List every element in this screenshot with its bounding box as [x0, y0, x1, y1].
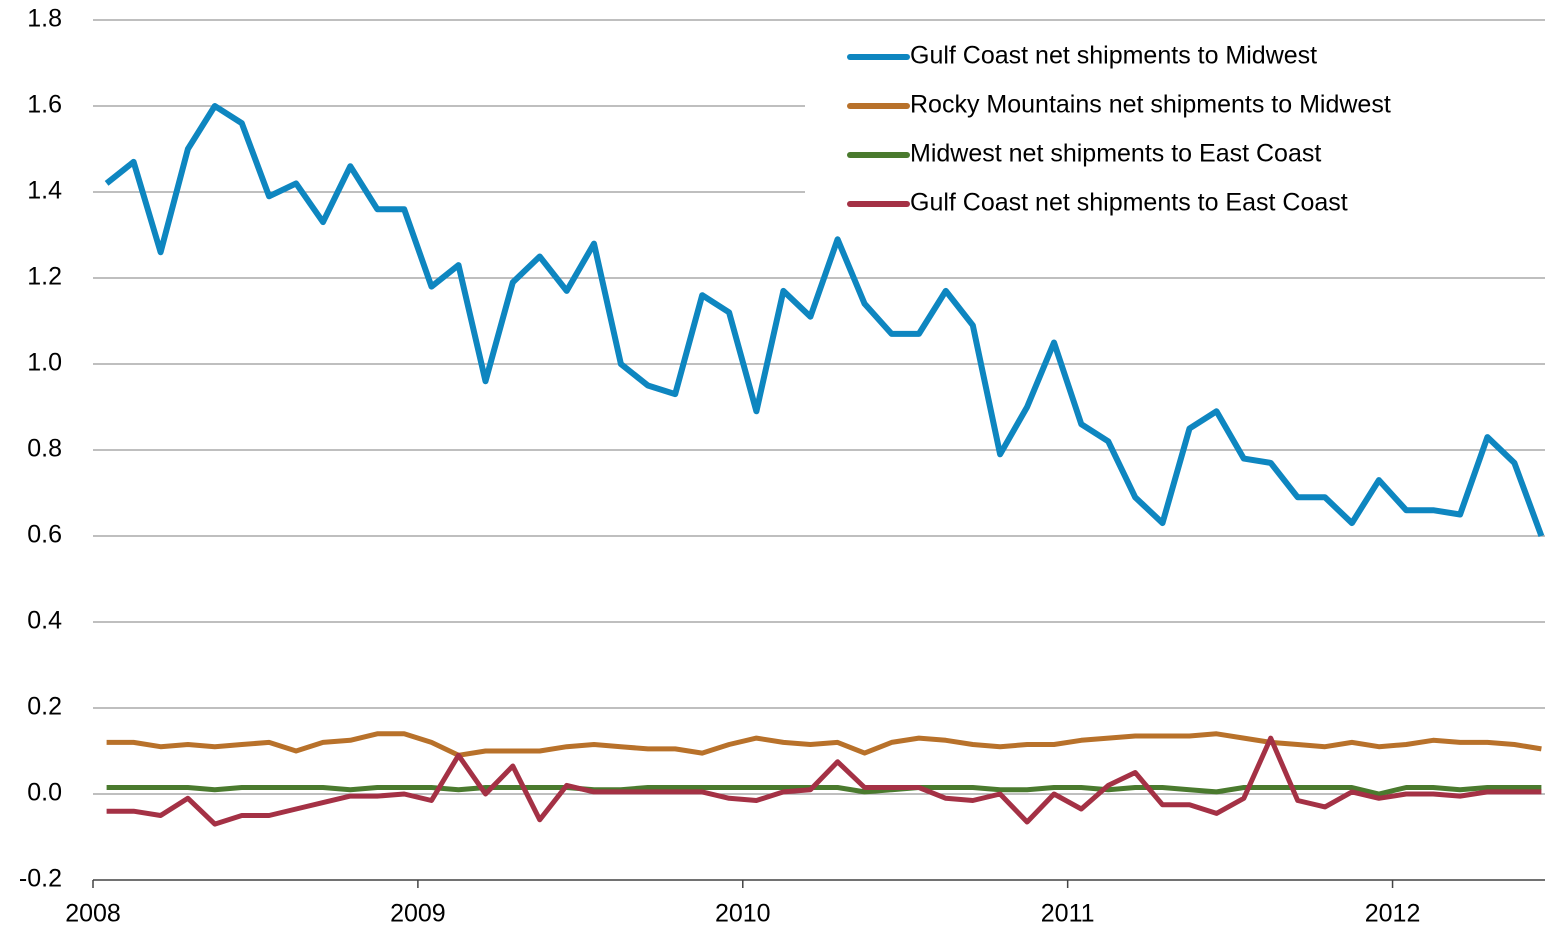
lines	[104, 103, 1545, 827]
y-tick-label: 1.4	[27, 177, 62, 205]
legend-box	[805, 30, 1545, 230]
legend-label: Midwest net shipments to East Coast	[910, 140, 1321, 168]
x-tick-label: 2011	[1041, 900, 1095, 928]
y-tick-label: 0.2	[27, 693, 62, 721]
y-tick-label: 0.6	[27, 521, 62, 549]
y-tick-label: 0.8	[27, 435, 62, 463]
series-line	[106, 785, 1542, 797]
legend-label: Gulf Coast net shipments to Midwest	[910, 42, 1317, 70]
series-line	[106, 735, 1542, 827]
legend: Gulf Coast net shipments to Midwest Rocky…	[847, 42, 1391, 217]
y-tick-label: 1.2	[27, 263, 62, 291]
x-tick-label: 2009	[390, 900, 446, 928]
x-tick-label: 2012	[1365, 900, 1421, 928]
series-line	[104, 103, 1545, 538]
y-tick-label: 1.8	[27, 5, 62, 33]
y-tick-label: 0.0	[27, 779, 62, 807]
y-tick-label: 1.0	[27, 349, 62, 377]
legend-label: Gulf Coast net shipments to East Coast	[910, 189, 1348, 217]
x-tick-label: 2008	[65, 900, 121, 928]
x-tick-label: 2010	[715, 900, 771, 928]
legend-label: Rocky Mountains net shipments to Midwest	[910, 91, 1391, 119]
y-tick-label: 1.6	[27, 91, 62, 119]
y-tick-label: 0.4	[27, 607, 62, 635]
y-tick-label: -0.2	[19, 865, 62, 893]
series-line	[106, 731, 1542, 758]
